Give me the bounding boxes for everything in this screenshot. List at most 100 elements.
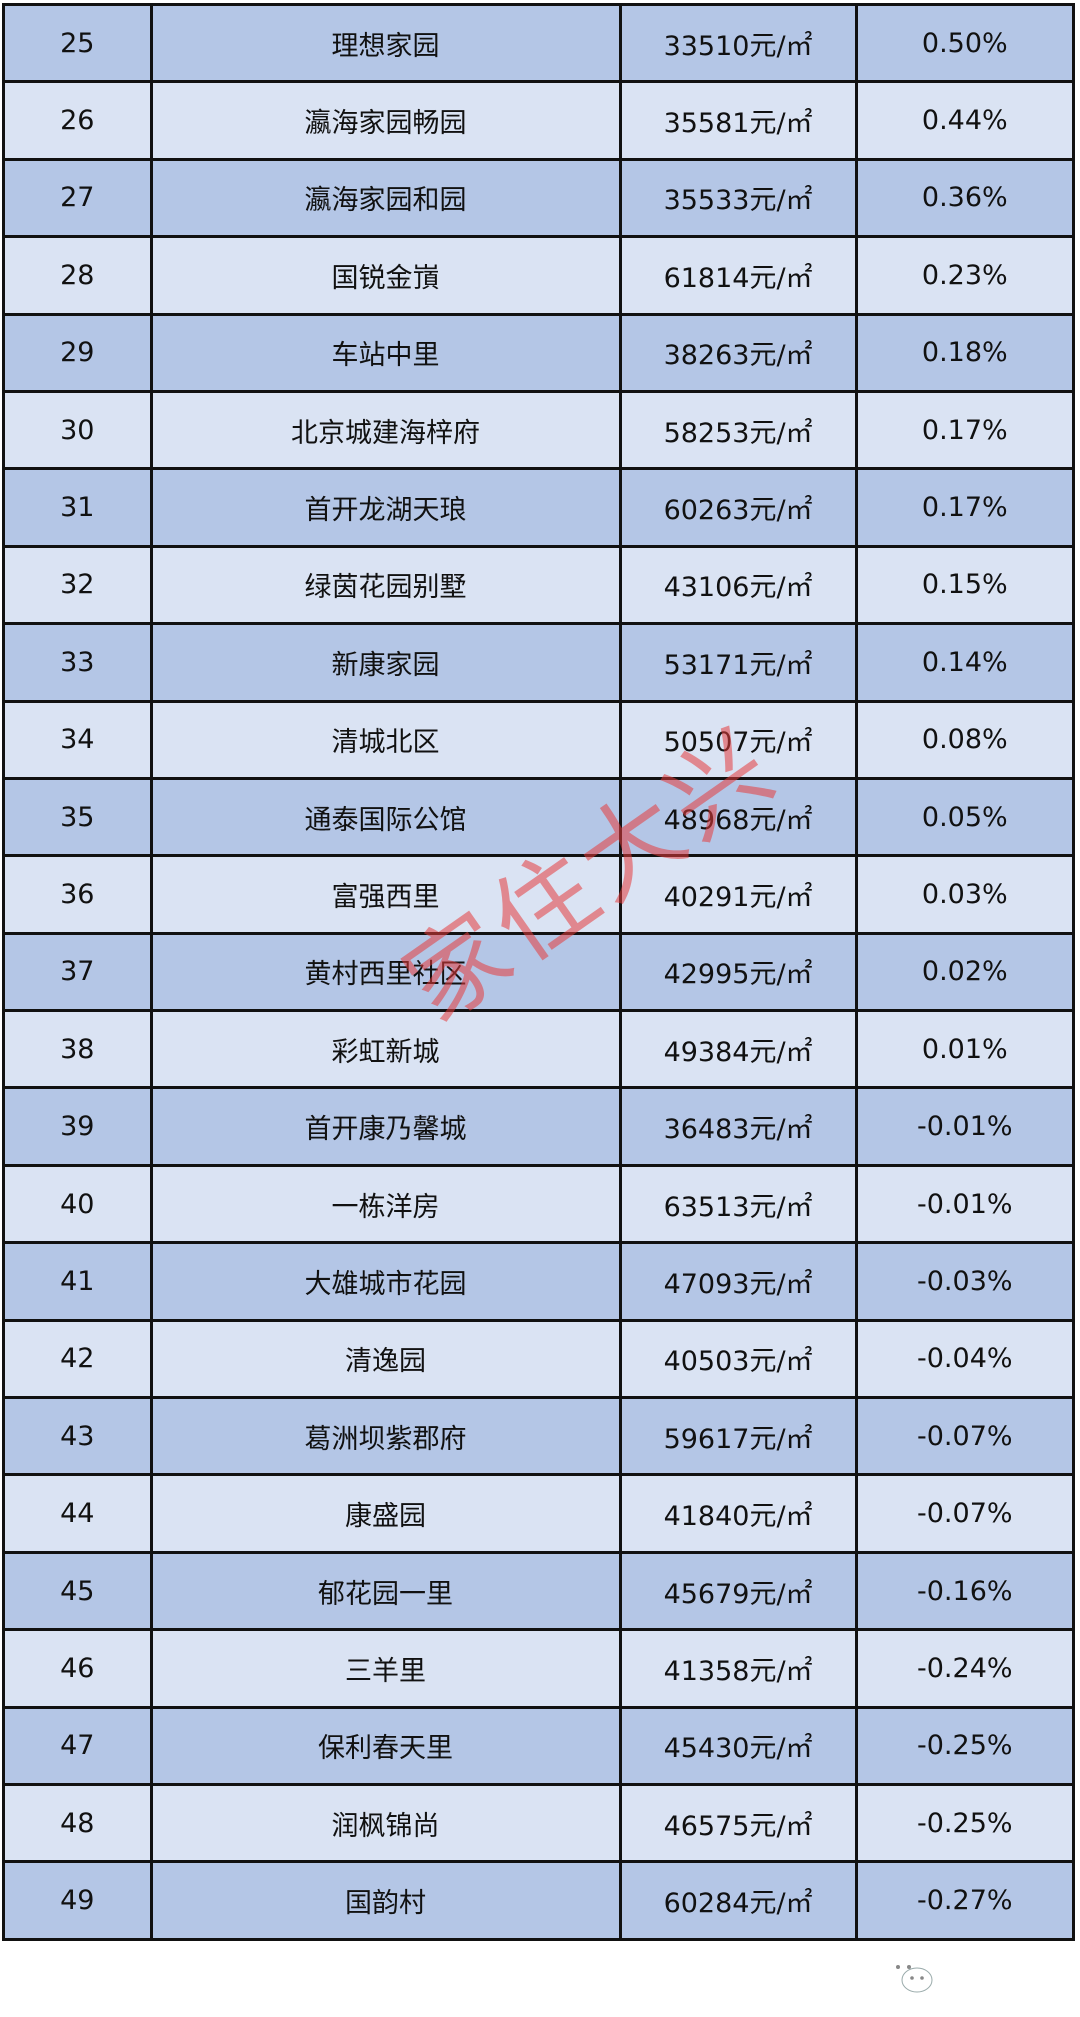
table-row: 49 国韵村 60284元/㎡ -0.27% <box>2 1860 1076 1941</box>
change-cell: 0.17% <box>854 467 1076 548</box>
price-cell: 35533元/㎡ <box>618 157 858 239</box>
change-cell: 0.50% <box>854 2 1076 84</box>
rank-cell: 30 <box>2 389 153 471</box>
table-row: 25 理想家园 33510元/㎡ 0.50% <box>2 2 1076 84</box>
community-name-cell: 一栋洋房 <box>149 1163 622 1245</box>
wechat-account-logo: 家住大兴 <box>885 1950 1077 1999</box>
community-name-cell: 瀛海家园和园 <box>149 157 622 239</box>
community-name-cell: 清逸园 <box>149 1318 622 1400</box>
table-row: 38 彩虹新城 49384元/㎡ 0.01% <box>2 1009 1076 1090</box>
community-name-cell: 理想家园 <box>149 2 622 84</box>
rank-cell: 44 <box>2 1473 153 1554</box>
rank-cell: 43 <box>2 1396 153 1477</box>
change-cell: -0.07% <box>854 1396 1076 1477</box>
change-cell: 0.18% <box>854 312 1076 393</box>
change-cell: 0.44% <box>854 80 1076 161</box>
price-cell: 40503元/㎡ <box>618 1318 858 1400</box>
community-name-cell: 国韵村 <box>149 1860 622 1941</box>
rank-cell: 39 <box>2 1086 153 1167</box>
community-name-cell: 保利春天里 <box>149 1705 622 1786</box>
change-cell: 0.05% <box>854 776 1076 858</box>
community-name-cell: 首开康乃馨城 <box>149 1086 622 1167</box>
table-row: 40 一栋洋房 63513元/㎡ -0.01% <box>2 1163 1076 1245</box>
table-row: 45 郁花园一里 45679元/㎡ -0.16% <box>2 1550 1076 1632</box>
table-row: 47 保利春天里 45430元/㎡ -0.25% <box>2 1705 1076 1786</box>
change-cell: -0.25% <box>854 1782 1076 1864</box>
rank-cell: 31 <box>2 467 153 548</box>
price-cell: 63513元/㎡ <box>618 1163 858 1245</box>
change-cell: 0.23% <box>854 235 1076 316</box>
rank-cell: 35 <box>2 776 153 858</box>
change-cell: -0.03% <box>854 1241 1076 1322</box>
price-cell: 45679元/㎡ <box>618 1550 858 1632</box>
change-cell: 0.36% <box>854 157 1076 239</box>
price-cell: 35581元/㎡ <box>618 80 858 161</box>
community-name-cell: 国锐金嵿 <box>149 235 622 316</box>
price-cell: 61814元/㎡ <box>618 235 858 316</box>
rank-cell: 40 <box>2 1163 153 1245</box>
change-cell: 0.15% <box>854 544 1076 626</box>
community-name-cell: 三羊里 <box>149 1628 622 1709</box>
community-name-cell: 新康家园 <box>149 622 622 703</box>
price-cell: 36483元/㎡ <box>618 1086 858 1167</box>
change-cell: -0.07% <box>854 1473 1076 1554</box>
change-cell: -0.27% <box>854 1860 1076 1941</box>
rank-cell: 37 <box>2 931 153 1013</box>
community-name-cell: 富强西里 <box>149 854 622 935</box>
table-row: 41 大雄城市花园 47093元/㎡ -0.03% <box>2 1241 1076 1322</box>
change-cell: -0.16% <box>854 1550 1076 1632</box>
rank-cell: 26 <box>2 80 153 161</box>
community-name-cell: 葛洲坝紫郡府 <box>149 1396 622 1477</box>
price-cell: 50507元/㎡ <box>618 699 858 780</box>
price-cell: 47093元/㎡ <box>618 1241 858 1322</box>
table-row: 37 黄村西里社区 42995元/㎡ 0.02% <box>2 931 1076 1013</box>
change-cell: 0.01% <box>854 1009 1076 1090</box>
rank-cell: 49 <box>2 1860 153 1941</box>
rank-cell: 45 <box>2 1550 153 1632</box>
price-cell: 49384元/㎡ <box>618 1009 858 1090</box>
price-cell: 48968元/㎡ <box>618 776 858 858</box>
table-row: 35 通泰国际公馆 48968元/㎡ 0.05% <box>2 776 1076 858</box>
community-name-cell: 大雄城市花园 <box>149 1241 622 1322</box>
community-name-cell: 绿茵花园别墅 <box>149 544 622 626</box>
rank-cell: 38 <box>2 1009 153 1090</box>
community-name-cell: 郁花园一里 <box>149 1550 622 1632</box>
table-row: 48 润枫锦尚 46575元/㎡ -0.25% <box>2 1782 1076 1864</box>
price-cell: 45430元/㎡ <box>618 1705 858 1786</box>
change-cell: 0.08% <box>854 699 1076 780</box>
community-name-cell: 车站中里 <box>149 312 622 393</box>
price-cell: 42995元/㎡ <box>618 931 858 1013</box>
rank-cell: 27 <box>2 157 153 239</box>
rank-cell: 29 <box>2 312 153 393</box>
community-name-cell: 通泰国际公馆 <box>149 776 622 858</box>
table-row: 39 首开康乃馨城 36483元/㎡ -0.01% <box>2 1086 1076 1167</box>
table-row: 34 清城北区 50507元/㎡ 0.08% <box>2 699 1076 780</box>
community-name-cell: 彩虹新城 <box>149 1009 622 1090</box>
change-cell: -0.01% <box>854 1163 1076 1245</box>
table-row: 43 葛洲坝紫郡府 59617元/㎡ -0.07% <box>2 1396 1076 1477</box>
table-row: 26 瀛海家园畅园 35581元/㎡ 0.44% <box>2 80 1076 161</box>
price-cell: 38263元/㎡ <box>618 312 858 393</box>
community-name-cell: 润枫锦尚 <box>149 1782 622 1864</box>
price-cell: 60284元/㎡ <box>618 1860 858 1941</box>
price-ranking-table: 25 理想家园 33510元/㎡ 0.50% 26 瀛海家园畅园 35581元/㎡ 0.44%… <box>2 2 1076 1941</box>
community-name-cell: 康盛园 <box>149 1473 622 1554</box>
rank-cell: 47 <box>2 1705 153 1786</box>
change-cell: -0.04% <box>854 1318 1076 1400</box>
community-name-cell: 黄村西里社区 <box>149 931 622 1013</box>
price-cell: 46575元/㎡ <box>618 1782 858 1864</box>
price-cell: 33510元/㎡ <box>618 2 858 84</box>
table-row: 36 富强西里 40291元/㎡ 0.03% <box>2 854 1076 935</box>
change-cell: -0.25% <box>854 1705 1076 1786</box>
rank-cell: 41 <box>2 1241 153 1322</box>
price-cell: 59617元/㎡ <box>618 1396 858 1477</box>
rank-cell: 48 <box>2 1782 153 1864</box>
rank-cell: 25 <box>2 2 153 84</box>
community-name-cell: 清城北区 <box>149 699 622 780</box>
wechat-icon <box>887 1956 933 1992</box>
community-name-cell: 瀛海家园畅园 <box>149 80 622 161</box>
rank-cell: 42 <box>2 1318 153 1400</box>
table-row: 27 瀛海家园和园 35533元/㎡ 0.36% <box>2 157 1076 239</box>
table-row: 33 新康家园 53171元/㎡ 0.14% <box>2 622 1076 703</box>
change-cell: 0.03% <box>854 854 1076 935</box>
